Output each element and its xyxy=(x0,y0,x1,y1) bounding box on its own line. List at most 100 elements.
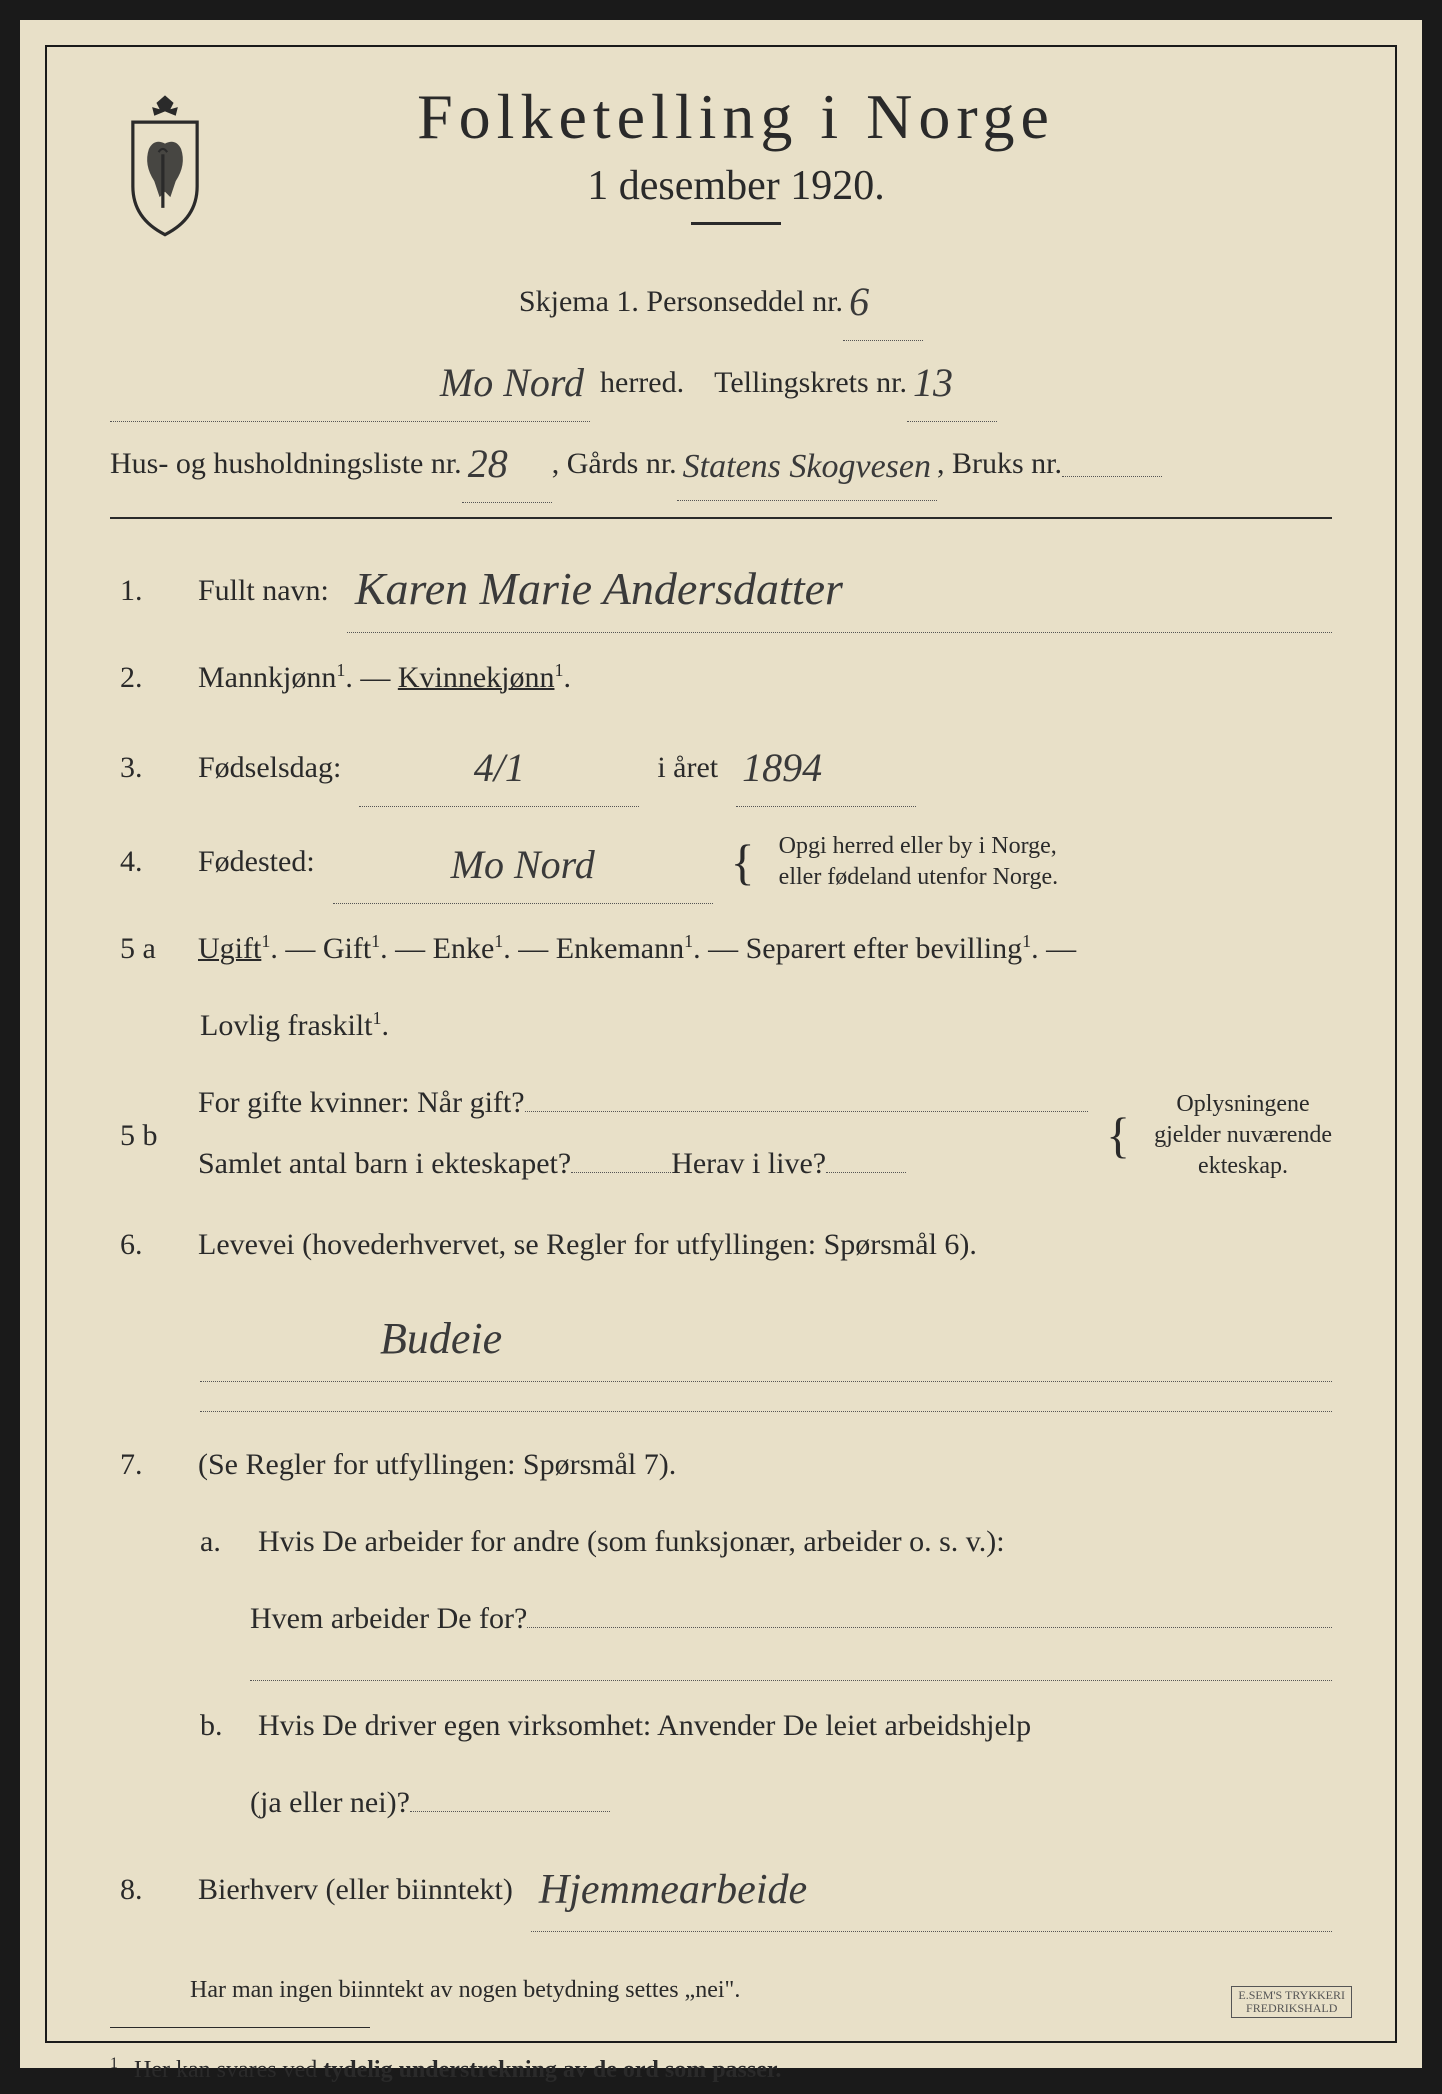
q5a-fraskilt: Lovlig fraskilt1. xyxy=(200,997,389,1054)
herred-value: Mo Nord xyxy=(110,345,590,422)
questions: 1. Fullt navn: Karen Marie Andersdatter … xyxy=(110,541,1332,1928)
q7a-text1: Hvis De arbeider for andre (som funksjon… xyxy=(258,1513,1005,1570)
coat-of-arms-icon xyxy=(110,90,220,240)
gards-value: Statens Skogvesen xyxy=(677,435,937,501)
krets-value: 13 xyxy=(907,345,997,422)
q6-value: Budeie xyxy=(200,1297,1332,1382)
gards-label: , Gårds nr. xyxy=(552,435,677,492)
q7a-row: a. Hvis De arbeider for andre (som funks… xyxy=(200,1513,1332,1570)
footnote-line: 1 Her kan svares ved tydelig understrekn… xyxy=(110,2048,1332,2094)
q5a-text: Ugift1. — Gift1. — Enke1. — Enkemann1. —… xyxy=(198,920,1076,977)
bruks-label: , Bruks nr. xyxy=(937,435,1062,492)
krets-label: Tellingskrets nr. xyxy=(714,354,907,411)
q5b-live-value xyxy=(826,1172,906,1173)
printer-stamp: E.SEM'S TRYKKERI FREDRIKSHALD xyxy=(1231,1986,1352,2018)
q3-label: Fødselsdag: xyxy=(198,739,341,796)
q4-value: Mo Nord xyxy=(333,827,713,904)
footnote-text: Her kan svares ved tydelig understreknin… xyxy=(134,2057,781,2083)
q5b-label1: For gifte kvinner: Når gift? xyxy=(198,1074,525,1131)
q5a-separert: Separert efter bevilling xyxy=(746,932,1023,965)
q5b-barn-value xyxy=(571,1172,671,1173)
q7a-num: a. xyxy=(200,1513,240,1570)
q7a-row2: Hvem arbeider De for? xyxy=(250,1590,1332,1647)
q7a-text2: Hvem arbeider De for? xyxy=(250,1590,527,1647)
form-body: Skjema 1. Personseddel nr. 6 Mo Nord her… xyxy=(110,260,1332,2094)
q8-num: 8. xyxy=(120,1861,180,1918)
q7b-value xyxy=(410,1811,610,1812)
q7b-text1: Hvis De driver egen virksomhet: Anvender… xyxy=(258,1697,1031,1754)
q2-num: 2. xyxy=(120,649,180,706)
q3-num: 3. xyxy=(120,739,180,796)
bruks-value xyxy=(1062,476,1162,477)
q7b-text2: (ja eller nei)? xyxy=(250,1774,410,1831)
q5a-enke: Enke xyxy=(433,932,495,965)
bottom-note: Har man ingen biinntekt av nogen betydni… xyxy=(190,1968,1332,2014)
census-form-page: Folketelling i Norge 1 desember 1920. Sk… xyxy=(20,20,1422,2068)
q6-value-row: Budeie xyxy=(200,1293,1332,1378)
title-block: Folketelling i Norge 1 desember 1920. xyxy=(250,80,1332,225)
herred-row: Mo Nord herred. Tellingskrets nr. 13 xyxy=(110,341,1332,418)
q1-label: Fullt navn: xyxy=(198,562,329,619)
q2-mann: Mannkjønn xyxy=(198,661,336,694)
husliste-row: Hus- og husholdningsliste nr. 28 , Gårds… xyxy=(110,422,1332,499)
subtitle: 1 desember 1920. xyxy=(250,162,1222,210)
q2-text: Mannkjønn1. — Kvinnekjønn1. xyxy=(198,649,571,706)
q5b-body: For gifte kvinner: Når gift? Samlet anta… xyxy=(198,1074,1088,1196)
q6-blank xyxy=(200,1382,1332,1412)
brace-icon: { xyxy=(731,842,755,882)
q7b-num: b. xyxy=(200,1697,240,1754)
q6-blank-row xyxy=(200,1382,1332,1412)
q4-label: Fødested: xyxy=(198,833,315,890)
q5b-num: 5 b xyxy=(120,1107,180,1164)
q6-num: 6. xyxy=(120,1216,180,1273)
q5b-row: 5 b For gifte kvinner: Når gift? Samlet … xyxy=(120,1074,1332,1196)
q7b-row2: (ja eller nei)? xyxy=(250,1774,1332,1831)
q2-row: 2. Mannkjønn1. — Kvinnekjønn1. xyxy=(120,649,1332,706)
q4-row: 4. Fødested: Mo Nord { Opgi herred eller… xyxy=(120,823,1332,900)
q3-day: 4/1 xyxy=(359,730,639,807)
q5a-ugift: Ugift xyxy=(198,932,261,965)
q5a-enkemann: Enkemann xyxy=(556,932,684,965)
q1-num: 1. xyxy=(120,562,180,619)
q3-year: 1894 xyxy=(736,730,916,807)
q5b-note: Oplysningene gjelder nuværende ekteskap. xyxy=(1154,1089,1332,1183)
q5b-gift-value xyxy=(525,1082,1088,1112)
q7a-blank-field xyxy=(250,1651,1332,1681)
q4-num: 4. xyxy=(120,833,180,890)
q3-mid: i året xyxy=(657,739,718,796)
title-rule xyxy=(691,222,781,225)
section-rule xyxy=(110,517,1332,519)
skjema-row: Skjema 1. Personseddel nr. 6 xyxy=(110,260,1332,337)
q2-kvinne: Kvinnekjønn xyxy=(398,661,555,694)
husliste-label: Hus- og husholdningsliste nr. xyxy=(110,435,462,492)
q7-num: 7. xyxy=(120,1436,180,1493)
husliste-value: 28 xyxy=(462,426,552,503)
q5a-row: 5 a Ugift1. — Gift1. — Enke1. — Enkemann… xyxy=(120,920,1332,977)
brace-icon: { xyxy=(1106,1115,1130,1155)
q6-row: 6. Levevei (hovederhvervet, se Regler fo… xyxy=(120,1216,1332,1273)
personseddel-nr: 6 xyxy=(843,264,923,341)
main-title: Folketelling i Norge xyxy=(250,80,1222,154)
q7-label: (Se Regler for utfyllingen: Spørsmål 7). xyxy=(198,1436,676,1493)
q7b-row: b. Hvis De driver egen virksomhet: Anven… xyxy=(200,1697,1332,1754)
q8-label: Bierhverv (eller biinntekt) xyxy=(198,1861,513,1918)
q7a-blank xyxy=(250,1651,1332,1681)
q3-row: 3. Fødselsdag: 4/1 i året 1894 xyxy=(120,726,1332,803)
q7a-value xyxy=(527,1598,1332,1628)
q4-note: Opgi herred eller by i Norge, eller føde… xyxy=(779,831,1058,893)
skjema-label: Skjema 1. Personseddel nr. xyxy=(519,273,843,330)
q5b-label2: Samlet antal barn i ekteskapet? xyxy=(198,1135,571,1192)
q1-value: Karen Marie Andersdatter xyxy=(347,545,1332,633)
q7-row: 7. (Se Regler for utfyllingen: Spørsmål … xyxy=(120,1436,1332,1493)
footnote-num: 1 xyxy=(110,2055,118,2072)
q1-row: 1. Fullt navn: Karen Marie Andersdatter xyxy=(120,541,1332,629)
q5a-row2: Lovlig fraskilt1. xyxy=(200,997,1332,1054)
q5a-num: 5 a xyxy=(120,920,180,977)
q5b-label3: Herav i live? xyxy=(671,1135,826,1192)
q6-label: Levevei (hovederhvervet, se Regler for u… xyxy=(198,1216,977,1273)
footnote-rule xyxy=(110,2027,370,2028)
herred-label: herred. xyxy=(600,354,684,411)
q5a-gift: Gift xyxy=(323,932,371,965)
q8-row: 8. Bierhverv (eller biinntekt) Hjemmearb… xyxy=(120,1847,1332,1928)
q8-value: Hjemmearbeide xyxy=(531,1851,1332,1932)
